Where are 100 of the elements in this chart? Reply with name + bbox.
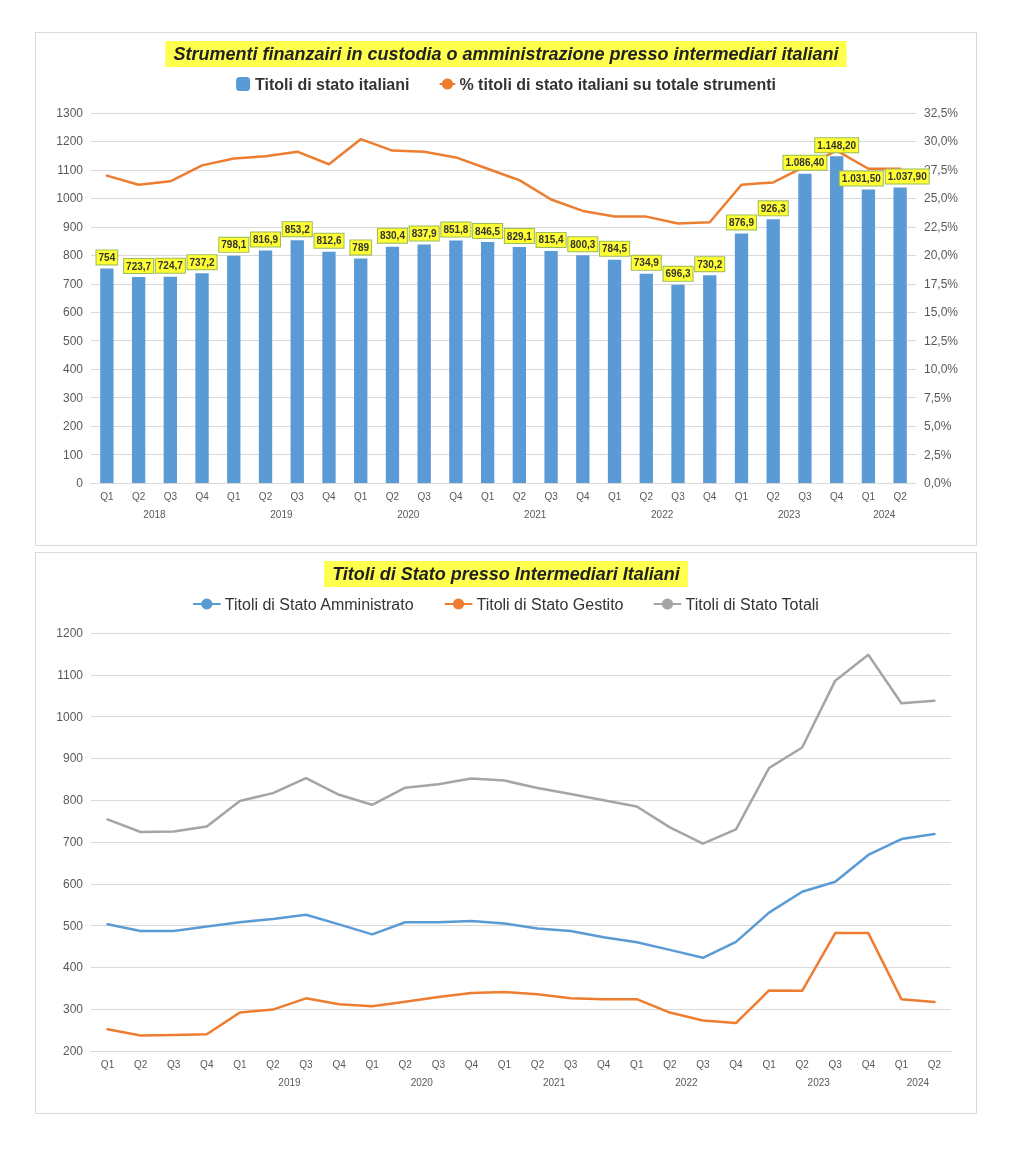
y-tick-label: 900 xyxy=(62,751,84,766)
text: 2019 xyxy=(270,508,293,520)
x-tick-label: Q1 xyxy=(894,1058,909,1070)
bar xyxy=(258,250,273,483)
data-label: 812,6 xyxy=(316,235,342,247)
legend-label: Titoli di Stato Totali xyxy=(685,595,819,613)
bar xyxy=(227,255,241,483)
bar xyxy=(830,156,844,483)
data-label: 724,7 xyxy=(157,260,184,272)
data-label: 829,1 xyxy=(506,230,533,242)
bar xyxy=(798,173,812,483)
y-tick-label: 1000 xyxy=(56,709,84,724)
text: 2022 xyxy=(651,508,674,520)
x-tick-label: Q3 xyxy=(671,490,686,502)
x-tick-label: Q2 xyxy=(766,490,781,502)
y-tick-label: 500 xyxy=(62,333,84,348)
bar xyxy=(576,255,590,483)
bar xyxy=(290,240,304,483)
data-label: 737,2 xyxy=(189,256,215,268)
text: 2023 xyxy=(777,508,801,520)
x-tick-label: Q1 xyxy=(227,490,241,502)
x-tick-label: Q1 xyxy=(497,1058,512,1070)
data-label: 853,2 xyxy=(284,223,311,235)
y2-tick-label: 22,5% xyxy=(924,219,959,234)
bar xyxy=(449,240,463,483)
x-tick-label: Q1 xyxy=(233,1058,247,1070)
x-tick-label: Q2 xyxy=(385,490,400,502)
bar xyxy=(354,258,368,483)
bar xyxy=(480,242,495,483)
bar xyxy=(607,259,622,483)
y2-tick-label: 7,5% xyxy=(924,390,952,405)
y2-tick-label: 15,0% xyxy=(924,305,959,320)
x-tick-label: Q1 xyxy=(365,1058,380,1070)
x-tick-label: Q3 xyxy=(417,490,432,502)
y2-tick-label: 25,0% xyxy=(924,191,959,206)
bar xyxy=(734,233,749,483)
x-tick-label: Q2 xyxy=(530,1058,545,1070)
text: 2018 xyxy=(143,508,167,520)
data-label: 837,9 xyxy=(411,228,438,240)
x-tick-label: Q4 xyxy=(464,1058,479,1070)
x-tick-label: Q2 xyxy=(131,490,146,502)
data-label: 723,7 xyxy=(126,260,152,272)
bar xyxy=(163,276,177,483)
y-tick-label: 200 xyxy=(62,1044,84,1058)
x-tick-label: Q2 xyxy=(266,1058,281,1070)
data-label: 789 xyxy=(352,241,370,253)
text: 2022 xyxy=(675,1076,698,1088)
text: 2023 xyxy=(807,1076,831,1088)
line-series xyxy=(106,832,936,960)
data-label: 1.031,50 xyxy=(841,172,882,184)
x-tick-label: Q1 xyxy=(100,1058,115,1070)
data-label: 851,8 xyxy=(443,224,469,236)
data-label: 696,3 xyxy=(665,268,691,280)
data-label: 876,9 xyxy=(728,216,755,228)
bar xyxy=(195,273,209,483)
x-tick-label: Q2 xyxy=(133,1058,148,1070)
x-tick-label: Q3 xyxy=(163,490,178,502)
y2-tick-label: 20,0% xyxy=(924,248,959,263)
x-tick-label: Q1 xyxy=(607,490,622,502)
text: 2021 xyxy=(524,508,547,520)
x-tick-label: Q4 xyxy=(597,1058,611,1070)
y-tick-label: 1200 xyxy=(56,626,84,640)
x-tick-label: Q3 xyxy=(563,1058,578,1070)
y-tick-label: 700 xyxy=(62,835,84,849)
x-tick-label: Q2 xyxy=(795,1058,810,1070)
x-tick-label: Q4 xyxy=(200,1058,214,1070)
line-series xyxy=(106,653,936,845)
chart-title: Titoli di Stato presso Intermediari Italiani xyxy=(332,564,681,584)
y-tick-label: 300 xyxy=(62,1002,84,1017)
y2-tick-label: 10,0% xyxy=(924,362,959,377)
y-tick-label: 500 xyxy=(62,918,84,933)
y2-tick-label: 2,5% xyxy=(924,447,952,462)
data-label: 1.037,90 xyxy=(887,171,928,183)
x-tick-label: Q4 xyxy=(729,1058,744,1070)
x-tick-label: Q1 xyxy=(480,490,495,502)
text: 2019 xyxy=(278,1076,302,1088)
bar xyxy=(861,189,876,483)
y-tick-label: 600 xyxy=(62,876,84,891)
x-tick-label: Q4 xyxy=(861,1058,876,1070)
bar xyxy=(385,246,400,483)
x-tick-label: Q1 xyxy=(762,1058,777,1070)
bar xyxy=(671,284,685,483)
y-tick-label: 900 xyxy=(62,219,84,234)
data-label: 1.086,40 xyxy=(785,157,825,169)
data-label: 734,9 xyxy=(633,257,660,269)
x-tick-label: Q1 xyxy=(630,1058,644,1070)
legend-label: Titoli di stato italiani xyxy=(255,75,410,93)
x-tick-label: Q1 xyxy=(354,490,368,502)
y-tick-label: 1000 xyxy=(56,191,84,206)
y2-tick-label: 0,0% xyxy=(924,476,952,490)
data-label: 816,9 xyxy=(253,234,279,245)
y-tick-label: 600 xyxy=(62,305,84,320)
bar xyxy=(893,187,907,483)
bar xyxy=(766,219,780,483)
y2-tick-label: 12,5% xyxy=(924,333,959,348)
data-label: 926,3 xyxy=(760,202,787,214)
text: 2020 xyxy=(397,508,420,520)
bar xyxy=(512,247,527,483)
y-tick-label: 400 xyxy=(62,960,84,975)
x-tick-label: Q2 xyxy=(639,490,654,502)
